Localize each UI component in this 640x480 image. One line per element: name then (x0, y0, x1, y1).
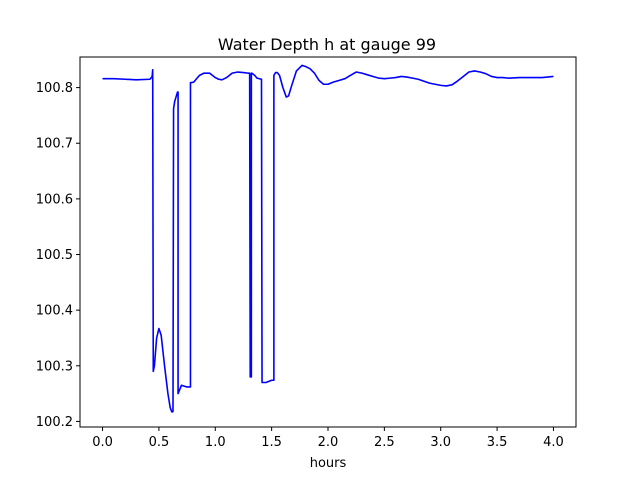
y-tick-label: 100.2 (36, 415, 73, 430)
x-tick-label: 2.5 (374, 435, 395, 450)
x-tick-label: 3.0 (430, 435, 451, 450)
x-tick-label: 0.0 (92, 435, 113, 450)
x-tick-label: 1.0 (205, 435, 226, 450)
x-tick-label: 2.0 (318, 435, 339, 450)
x-axis-label: hours (310, 456, 347, 471)
y-tick-label: 100.6 (36, 192, 73, 207)
y-tick-label: 100.5 (36, 248, 73, 263)
axes-frame (79, 56, 577, 428)
plot-area (102, 64, 554, 413)
y-tick-label: 100.3 (36, 359, 73, 374)
x-tick-label: 4.0 (543, 435, 564, 450)
x-tick-label: 0.5 (149, 435, 170, 450)
y-tick-label: 100.4 (36, 304, 73, 319)
x-tick-label: 3.5 (487, 435, 508, 450)
series-line-0 (102, 64, 554, 413)
x-tick-label: 1.5 (261, 435, 282, 450)
chart-title: Water Depth h at gauge 99 (218, 35, 436, 54)
y-tick-label: 100.7 (36, 137, 73, 152)
y-tick-label: 100.8 (36, 81, 73, 96)
axis-ticks: 0.0 0.5 1.0 1.5 2.0 2.5 3.0 3.5 4.0 100.2 100.3 100… (36, 81, 564, 450)
